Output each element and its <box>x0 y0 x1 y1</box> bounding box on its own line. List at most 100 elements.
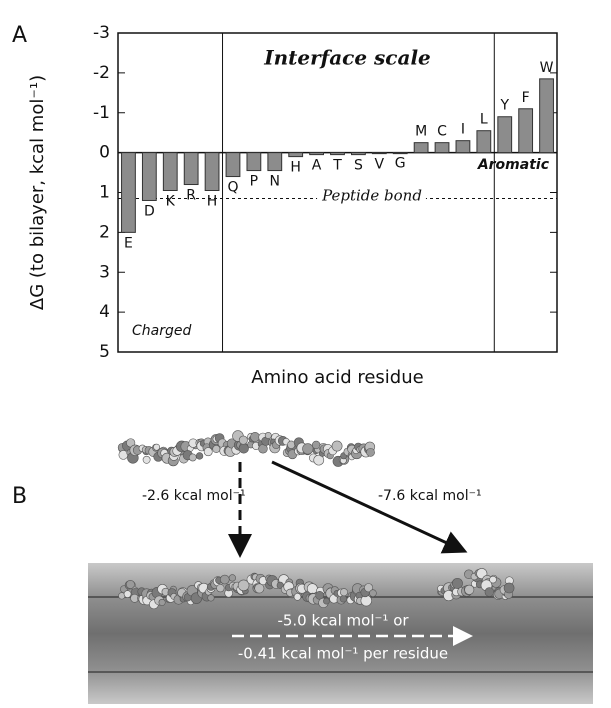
atom <box>238 435 248 445</box>
atom <box>203 447 213 457</box>
annotation: Aromatic <box>477 157 550 173</box>
bar-label: I <box>461 122 465 138</box>
energy-label: -2.6 kcal mol⁻¹ <box>142 488 246 504</box>
atom <box>216 584 225 593</box>
atom <box>464 584 475 595</box>
bar <box>434 142 450 154</box>
atom <box>254 583 265 594</box>
bar-label: G <box>395 156 406 172</box>
y-tick-label: -3 <box>93 23 110 43</box>
peptides <box>117 430 515 610</box>
atom <box>212 445 221 453</box>
atom <box>123 590 132 598</box>
y-tick-label: 0 <box>99 143 110 163</box>
atom <box>188 453 197 462</box>
bar <box>246 152 262 172</box>
y-tick-label: -2 <box>93 63 110 83</box>
atom <box>238 443 249 454</box>
bar-label: K <box>166 194 176 210</box>
bar-label: P <box>250 174 258 190</box>
x-axis-label: Amino acid residue <box>251 367 423 388</box>
bar <box>204 152 220 192</box>
membrane <box>88 563 593 704</box>
bar <box>455 140 471 154</box>
label-bg <box>317 186 426 205</box>
panel-label: A <box>12 23 27 48</box>
bar <box>183 152 199 186</box>
bar-label: M <box>415 124 427 140</box>
bar-label: C <box>437 124 447 140</box>
y-tick-label: 3 <box>99 262 110 282</box>
bar <box>288 152 304 158</box>
bar <box>267 152 283 172</box>
atom <box>489 575 497 584</box>
atom <box>237 579 250 592</box>
bar-label: T <box>332 158 342 174</box>
atom <box>339 595 348 603</box>
bar-label: Q <box>227 180 238 196</box>
atom <box>153 443 161 451</box>
atom <box>293 593 302 601</box>
panel-label: B <box>12 484 27 509</box>
atom <box>306 583 318 595</box>
bar <box>121 152 136 233</box>
atom <box>339 588 348 597</box>
y-axis-label: ΔG (to bilayer, kcal mol⁻¹) <box>27 75 48 310</box>
atom <box>503 582 515 594</box>
atom <box>366 447 375 457</box>
y-tick-label: 1 <box>99 183 110 203</box>
bar-label: F <box>522 90 530 106</box>
energy-label: -0.41 kcal mol⁻¹ per residue <box>238 645 448 663</box>
bar-label: H <box>290 160 301 176</box>
atom <box>118 450 129 460</box>
bar <box>497 116 513 154</box>
bar <box>225 152 241 178</box>
chart: -3 -2 -1 0 1 2 3 4 5 Peptide bond Interface scale A… <box>27 23 558 388</box>
bar-label: V <box>375 156 385 172</box>
bar-label: N <box>270 174 280 190</box>
bar <box>392 152 408 155</box>
atom <box>142 455 151 464</box>
bar-label: A <box>312 158 322 174</box>
bar <box>413 142 429 154</box>
atom <box>228 574 236 582</box>
arrow <box>271 460 468 554</box>
bar <box>330 152 345 156</box>
atom <box>250 432 260 442</box>
atom <box>451 577 463 589</box>
annotation: Interface scale <box>263 46 431 70</box>
y-tick-label: 2 <box>99 222 110 242</box>
atom <box>302 443 314 455</box>
bar <box>162 152 178 192</box>
bar <box>351 152 366 156</box>
atom <box>158 598 166 606</box>
y-tick-label: -1 <box>93 103 110 123</box>
bar <box>371 152 387 155</box>
bar <box>476 130 492 154</box>
atom <box>207 594 215 602</box>
y-tick-label: 4 <box>99 302 110 322</box>
atom <box>125 579 135 589</box>
bar <box>518 108 534 154</box>
atom <box>264 432 272 439</box>
bar-label: D <box>144 203 155 219</box>
bar-label: S <box>354 158 363 174</box>
bar <box>539 78 554 154</box>
atom <box>364 583 374 593</box>
energy-label: -5.0 kcal mol⁻¹ or <box>277 612 409 630</box>
bar-label: E <box>124 235 133 251</box>
energy-label: -7.6 kcal mol⁻¹ <box>378 488 482 504</box>
atom <box>331 440 343 452</box>
bar-label: W <box>540 60 554 76</box>
bar-label: H <box>207 194 218 210</box>
y-tick-label: 5 <box>99 342 110 362</box>
atom <box>484 587 495 597</box>
atom <box>323 597 330 605</box>
atom <box>219 574 230 585</box>
atom <box>195 452 204 460</box>
bar-label: L <box>480 112 488 128</box>
reference-label: Peptide bond <box>321 186 422 204</box>
atom <box>313 454 325 466</box>
bar <box>141 152 157 201</box>
